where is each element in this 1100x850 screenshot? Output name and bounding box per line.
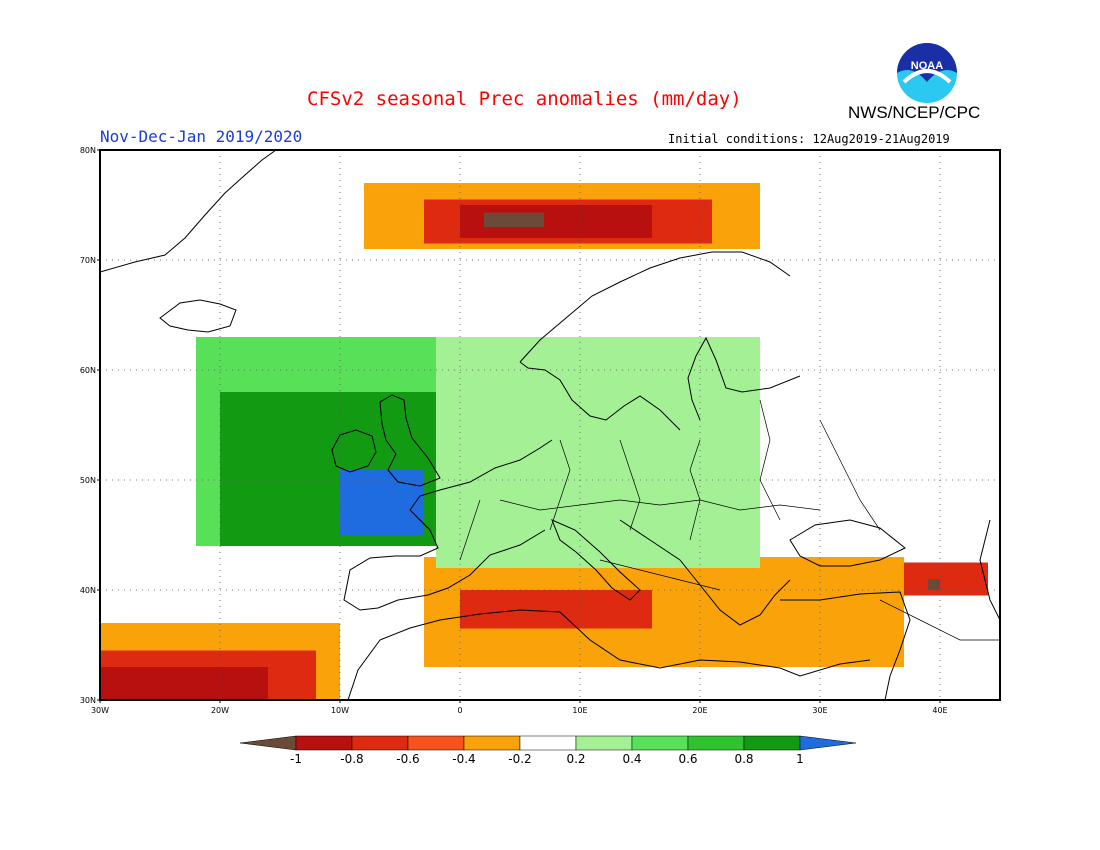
coastline-great-britain <box>379 394 441 487</box>
legend-swatch <box>463 735 521 751</box>
anomaly-region-3 <box>484 212 544 227</box>
legend-swatch <box>239 735 297 751</box>
legend-tick-label: -1 <box>290 752 302 766</box>
lon-label: 20W <box>211 706 229 715</box>
lon-label: 0 <box>457 706 462 715</box>
anomaly-region-8 <box>100 667 268 700</box>
initial-conditions: Initial conditions: 12Aug2019-21Aug2019 <box>668 132 950 146</box>
anomaly-region-10 <box>928 579 940 590</box>
anomaly-region-9 <box>904 562 988 596</box>
anomaly-region-5 <box>460 590 652 629</box>
legend-swatch <box>687 735 745 751</box>
coastline-europe-west <box>343 439 553 611</box>
legend-swatch <box>295 735 353 751</box>
anomaly-region-14 <box>436 337 760 568</box>
lat-label: 50N <box>80 476 96 485</box>
legend-tick-label: 1 <box>796 752 804 766</box>
color-legend: -1 -0.8 -0.6 -0.4 -0.2 0.2 0.4 0.6 0.8 1 <box>239 735 857 766</box>
lon-label: 30E <box>812 706 827 715</box>
lon-label: 10W <box>331 706 349 715</box>
legend-tick-label: 0.8 <box>734 752 753 766</box>
lon-label: 20E <box>692 706 707 715</box>
forecast-period: Nov-Dec-Jan 2019/2020 <box>100 127 303 146</box>
legend-tick-label: -0.2 <box>508 752 531 766</box>
coastline-north-africa <box>347 609 871 700</box>
legend-swatch <box>799 735 857 751</box>
coastline-scandinavia <box>519 251 791 431</box>
noaa-logo: NOAA <box>897 43 957 103</box>
coastline-iceland <box>159 299 237 333</box>
legend-tick-label: 0.2 <box>566 752 585 766</box>
lon-label: 40E <box>932 706 947 715</box>
anomaly-layer <box>100 183 988 700</box>
noaa-logo-text: NOAA <box>911 60 943 72</box>
lat-label: 70N <box>80 256 96 265</box>
legend-swatch <box>351 735 409 751</box>
legend-tick-label: 0.4 <box>622 752 641 766</box>
coastline-greenland <box>100 150 277 273</box>
legend-tick-label: -0.8 <box>340 752 363 766</box>
lat-label: 30N <box>80 696 96 705</box>
coastline-baltic <box>687 336 801 421</box>
legend-tick-label: -0.4 <box>452 752 475 766</box>
lon-label: 30W <box>91 706 109 715</box>
coastline-ireland <box>331 429 377 473</box>
legend-swatch <box>631 735 689 751</box>
legend-swatch <box>407 735 465 751</box>
legend-swatch <box>519 735 577 751</box>
agency-label: NWS/NCEP/CPC <box>848 103 981 122</box>
axis-labels: 30N 40N 50N 60N 70N 80N 30W 20W 10W 0 10E 20E 30E 40E <box>80 146 948 715</box>
coastline-balkans <box>619 519 791 626</box>
lat-label: 40N <box>80 586 96 595</box>
lon-label: 10E <box>572 706 587 715</box>
plot-frame <box>99 149 1001 701</box>
legend-swatch <box>575 735 633 751</box>
legend-swatch <box>743 735 801 751</box>
coastlines <box>100 150 1000 700</box>
lat-label: 80N <box>80 146 96 155</box>
coastline-black-sea <box>789 519 906 567</box>
legend-tick-label: -0.6 <box>396 752 419 766</box>
borders <box>459 399 1000 641</box>
coastline-turkey <box>780 591 911 700</box>
chart-title: CFSv2 seasonal Prec anomalies (mm/day) <box>307 88 742 110</box>
coastline-italy <box>551 519 641 601</box>
anomaly-region-13 <box>340 469 424 535</box>
legend-tick-label: 0.6 <box>678 752 697 766</box>
lat-label: 60N <box>80 366 96 375</box>
coastline-caspian <box>979 519 1000 621</box>
